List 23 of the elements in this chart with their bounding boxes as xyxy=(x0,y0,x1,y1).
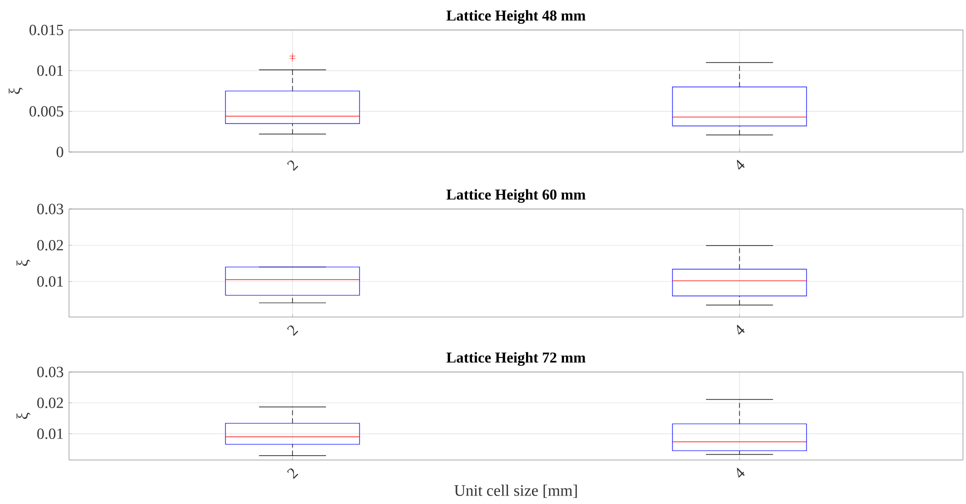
y-tick-label: 0.01 xyxy=(37,65,63,76)
chart-title: Lattice Height 60 mm xyxy=(446,189,586,203)
y-tick-label: 0.03 xyxy=(37,204,64,214)
y-tick-label: 0.01 xyxy=(37,428,63,440)
x-tick-label: 2 xyxy=(287,325,298,336)
chart-title: Lattice Height 48 mm xyxy=(446,10,586,24)
x-tick-label: 4 xyxy=(736,160,745,170)
y-tick-label: 0.015 xyxy=(30,24,64,36)
y-tick-label: 0.02 xyxy=(37,240,63,251)
y-tick-label: 0.005 xyxy=(30,106,64,117)
x-tick-label: 4 xyxy=(736,468,745,478)
chart-title: Lattice Height 72 mm xyxy=(446,352,586,366)
x-tick-label: 2 xyxy=(287,468,298,479)
y-tick-label: 0 xyxy=(56,146,64,158)
x-axis-title: Unit cell size [mm] xyxy=(454,484,577,498)
x-tick-label: 4 xyxy=(736,324,745,335)
y-axis-title: ξ xyxy=(16,260,30,266)
x-tick-label: 2 xyxy=(287,160,298,171)
y-axis-title: ξ xyxy=(16,412,30,419)
y-axis-title: ξ xyxy=(8,88,23,94)
y-tick-label: 0.03 xyxy=(37,366,64,378)
y-tick-label: 0.01 xyxy=(37,276,63,287)
y-tick-label: 0.02 xyxy=(37,398,63,408)
